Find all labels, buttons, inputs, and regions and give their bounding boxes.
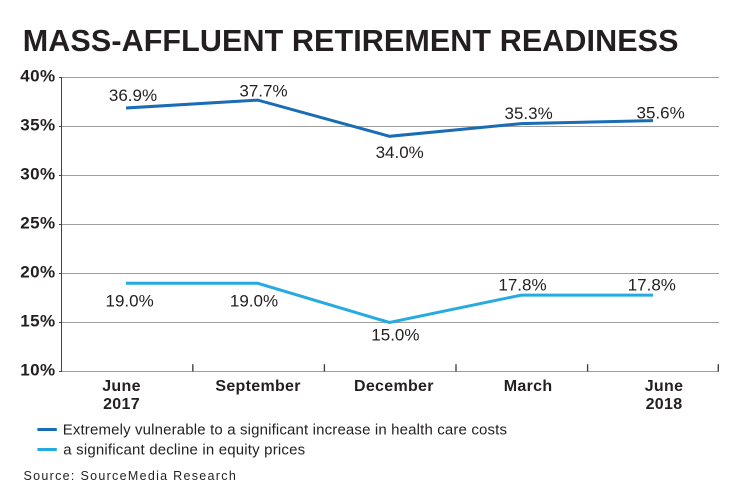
svg-text:40%: 40% [20, 67, 55, 86]
svg-text:June: June [645, 378, 684, 395]
svg-text:March: March [504, 378, 553, 395]
svg-text:15%: 15% [20, 312, 55, 331]
svg-text:2017: 2017 [103, 396, 140, 413]
svg-text:Extremely vulnerable to a sign: Extremely vulnerable to a significant in… [63, 421, 507, 438]
svg-text:30%: 30% [20, 165, 55, 184]
svg-text:17.8%: 17.8% [498, 276, 546, 295]
svg-text:15.0%: 15.0% [371, 326, 419, 345]
svg-text:June: June [102, 378, 141, 395]
svg-text:December: December [354, 378, 434, 395]
svg-text:37.7%: 37.7% [239, 82, 287, 101]
svg-text:35.3%: 35.3% [504, 104, 552, 123]
svg-text:Source: SourceMedia Research: Source: SourceMedia Research [24, 469, 238, 483]
svg-text:MASS-AFFLUENT RETIREMENT READI: MASS-AFFLUENT RETIREMENT READINESS [23, 24, 679, 58]
svg-text:36.9%: 36.9% [109, 86, 157, 105]
svg-text:25%: 25% [20, 214, 55, 233]
svg-text:35%: 35% [20, 116, 55, 135]
svg-text:20%: 20% [20, 263, 55, 282]
svg-text:17.8%: 17.8% [628, 276, 676, 295]
svg-text:19.0%: 19.0% [230, 291, 278, 310]
svg-text:September: September [215, 378, 300, 395]
svg-text:10%: 10% [20, 361, 55, 380]
svg-text:34.0%: 34.0% [376, 143, 424, 162]
svg-text:2018: 2018 [646, 396, 683, 413]
svg-text:19.0%: 19.0% [105, 291, 153, 310]
svg-text:a significant decline in equit: a significant decline in equity prices [63, 441, 305, 458]
svg-text:35.6%: 35.6% [636, 103, 684, 122]
